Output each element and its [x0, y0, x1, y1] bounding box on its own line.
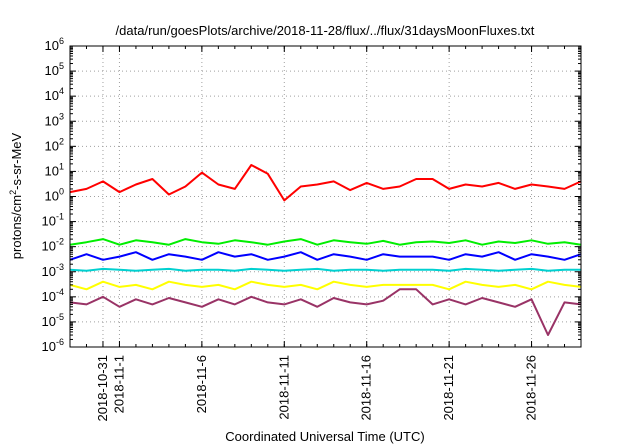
- y-tick-base: 10: [42, 289, 56, 304]
- y-tick-base: 10: [42, 239, 56, 254]
- y-tick-base: 10: [45, 138, 59, 153]
- y-tick-label: 10-1: [42, 212, 64, 229]
- y-tick-exponent: -4: [56, 287, 64, 297]
- y-tick-exponent: 1: [59, 161, 64, 171]
- x-tick-label: 2018-11-21: [441, 355, 456, 421]
- y-tick-exponent: -1: [56, 212, 64, 222]
- y-tick-label: 104: [45, 86, 64, 103]
- y-tick-base: 10: [45, 163, 59, 178]
- y-tick-exponent: 5: [59, 61, 64, 71]
- y-axis-title-post: -s-sr-MeV: [9, 132, 24, 189]
- series-line-2: [69, 238, 582, 246]
- y-tick-exponent: -3: [56, 262, 64, 272]
- tick-marks: [69, 45, 582, 348]
- series-line-3: [69, 251, 582, 261]
- y-tick-base: 10: [42, 339, 56, 354]
- series-layer: [69, 164, 582, 336]
- y-tick-base: 10: [45, 38, 59, 53]
- y-tick-label: 106: [45, 36, 64, 53]
- y-tick-label: 10-5: [42, 312, 64, 329]
- y-tick-label: 10-2: [42, 237, 64, 254]
- y-tick-exponent: 2: [59, 136, 64, 146]
- series-line-1: [69, 164, 582, 202]
- y-tick-labels: 10610510410310210110010-110-210-310-410-…: [42, 36, 64, 354]
- series-line-6: [69, 288, 582, 336]
- y-axis-title-pre: protons/cm: [9, 195, 24, 259]
- y-tick-label: 10-6: [42, 337, 64, 354]
- chart-title: /data/run/goesPlots/archive/2018-11-28/f…: [116, 23, 535, 38]
- series-line-5: [69, 280, 582, 291]
- y-tick-exponent: -5: [56, 312, 64, 322]
- y-tick-exponent: 6: [59, 36, 64, 46]
- x-tick-labels: 2018-10-31 2018-11-1 2018-11-6 2018-11-11 20…: [95, 355, 539, 422]
- y-tick-base: 10: [42, 214, 56, 229]
- y-tick-label: 105: [45, 61, 64, 78]
- y-tick-exponent: 3: [59, 111, 64, 121]
- x-tick-label: 2018-11-16: [359, 355, 374, 421]
- x-tick-label: 2018-11-11: [276, 355, 291, 420]
- y-tick-base: 10: [45, 63, 59, 78]
- y-tick-exponent: 0: [59, 187, 64, 197]
- x-tick-label: 2018-11-6: [194, 355, 209, 413]
- y-tick-label: 101: [45, 161, 64, 178]
- series-line-4: [69, 267, 581, 272]
- y-tick-exponent: 4: [59, 86, 64, 96]
- y-axis-title: protons/cm2-s-sr-MeV: [8, 132, 24, 259]
- y-tick-base: 10: [42, 264, 56, 279]
- y-tick-exponent: -6: [56, 337, 64, 347]
- x-axis-title: Coordinated Universal Time (UTC): [225, 429, 424, 444]
- y-tick-label: 102: [45, 136, 64, 153]
- x-tick-label: 2018-11-1: [111, 355, 126, 413]
- y-tick-base: 10: [45, 88, 59, 103]
- y-tick-exponent: -2: [56, 237, 64, 247]
- x-tick-label: 2018-11-26: [524, 355, 539, 421]
- y-tick-base: 10: [42, 314, 56, 329]
- y-axis-title-sup: 2: [8, 190, 18, 195]
- y-tick-label: 10-4: [42, 287, 64, 304]
- y-tick-label: 10-3: [42, 262, 64, 279]
- y-tick-base: 10: [45, 113, 59, 128]
- y-tick-label: 103: [45, 111, 64, 128]
- x-tick-label: 2018-10-31: [95, 355, 110, 422]
- y-tick-label: 100: [45, 187, 64, 204]
- y-tick-base: 10: [45, 189, 59, 204]
